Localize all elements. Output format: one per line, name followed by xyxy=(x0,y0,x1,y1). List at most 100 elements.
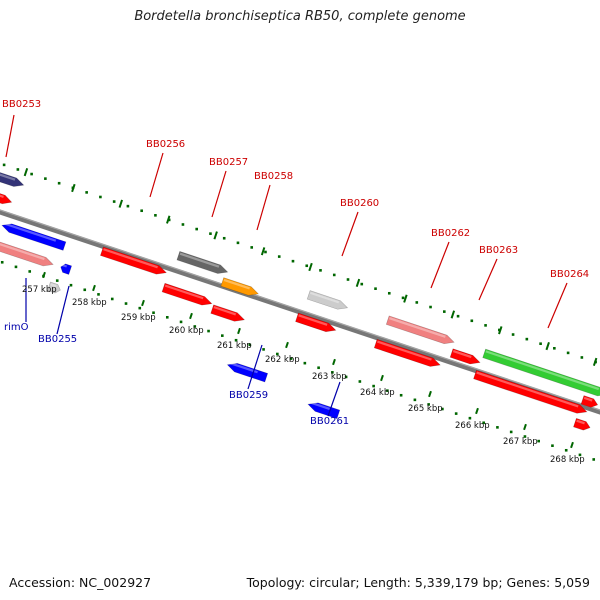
outer-guide-dot xyxy=(429,305,432,309)
inner-guide-dot xyxy=(28,270,32,273)
outer-tick xyxy=(23,168,29,177)
gene-shape xyxy=(47,281,61,294)
inner-guide-dot xyxy=(0,260,4,264)
leader-line xyxy=(211,170,227,218)
outer-tick xyxy=(213,231,218,240)
accession-text: Accession: NC_002927 xyxy=(9,575,152,590)
outer-guide-dot xyxy=(167,218,171,222)
inner-guide-dot xyxy=(496,426,499,429)
outer-guide-dot xyxy=(346,278,350,281)
inner-guide-dot xyxy=(124,302,128,305)
leader-line xyxy=(5,114,15,158)
inner-guide-dot xyxy=(165,316,169,319)
gene-gloss xyxy=(164,284,204,300)
outer-guide-dot xyxy=(456,314,460,318)
inner-guide-dot xyxy=(276,352,279,356)
inner-guide-dot xyxy=(564,448,568,452)
gene-feature xyxy=(226,361,269,383)
outer-guide-dot xyxy=(291,259,295,263)
inner-guide-dot xyxy=(317,366,320,370)
inner-guide-dot xyxy=(537,439,540,443)
gene-label: BB0264 xyxy=(550,269,589,280)
gene-shape xyxy=(60,263,73,275)
kbp-label: 263 kbp xyxy=(312,372,347,382)
gene-label: BB0261 xyxy=(310,416,349,427)
gene-shape xyxy=(385,315,455,345)
outer-tick xyxy=(118,199,124,208)
gene-shape xyxy=(220,277,259,296)
outer-tick xyxy=(450,310,456,319)
gene-feature xyxy=(0,189,13,205)
inner-guide-dot xyxy=(509,430,513,434)
inner-guide-dot xyxy=(592,458,596,461)
inner-guide-dot xyxy=(262,348,265,351)
gene-feature xyxy=(482,348,600,397)
gene-gloss xyxy=(179,252,220,268)
outer-tick xyxy=(166,215,171,224)
gene-label: BB0253 xyxy=(2,99,41,110)
outer-tick xyxy=(260,247,266,256)
kbp-tick xyxy=(523,423,527,431)
outer-guide-dot xyxy=(112,200,116,203)
outer-guide-dot xyxy=(319,269,322,272)
kbp-tick xyxy=(42,271,46,279)
leader-line xyxy=(327,381,341,417)
gene-gloss xyxy=(103,248,158,269)
gene-shape xyxy=(226,363,269,383)
gene-shape xyxy=(210,304,246,322)
gene-gloss xyxy=(485,350,600,391)
gene-shape xyxy=(0,171,25,187)
gene-gloss xyxy=(0,240,45,261)
outer-guide-dot xyxy=(360,282,364,286)
gene-feature xyxy=(295,312,337,332)
inner-guide-dot xyxy=(468,416,472,420)
outer-guide-dot xyxy=(264,250,267,254)
outer-guide-dot xyxy=(126,204,130,208)
leader-line xyxy=(256,184,271,231)
inner-guide-dot xyxy=(399,393,403,397)
inner-guide-dot xyxy=(207,329,210,333)
inner-guide-dot xyxy=(248,343,252,347)
outer-guide-dot xyxy=(85,191,88,194)
kbp-label: 257 kbp xyxy=(22,285,57,295)
gene-gloss xyxy=(452,350,472,359)
inner-guide-dot xyxy=(344,375,348,379)
outer-guide-dot xyxy=(236,241,240,245)
gene-feature xyxy=(47,281,61,294)
outer-guide-dot xyxy=(553,346,556,350)
outer-guide-dot xyxy=(566,351,570,355)
inner-guide-dot xyxy=(55,279,59,282)
outer-tick xyxy=(498,326,503,335)
gene-label: BB0258 xyxy=(254,171,293,182)
gene-feature xyxy=(220,277,259,296)
gene-shape xyxy=(580,395,599,408)
outer-guide-dot xyxy=(209,232,212,235)
gene-feature xyxy=(573,417,591,431)
gene-feature xyxy=(580,395,599,408)
gene-feature xyxy=(373,338,441,367)
inner-guide-dot xyxy=(234,338,238,342)
leader-line xyxy=(478,258,498,301)
gene-label: BB0260 xyxy=(340,198,379,209)
outer-guide-dot xyxy=(511,333,515,336)
leader-line xyxy=(247,344,263,390)
outer-guide-dot xyxy=(222,236,226,240)
kbp-tick xyxy=(92,284,96,292)
gene-label: BB0255 xyxy=(38,334,77,345)
outer-guide-dot xyxy=(44,177,47,180)
inner-guide-dot xyxy=(138,306,142,310)
kbp-label: 258 kbp xyxy=(72,298,107,308)
outer-guide-dot xyxy=(2,163,6,167)
outer-tick xyxy=(592,357,598,367)
kbp-tick xyxy=(380,374,384,382)
outer-guide-dot xyxy=(16,168,20,171)
gene-shape xyxy=(449,348,481,365)
outer-guide-dot xyxy=(250,246,254,249)
gene-gloss xyxy=(298,314,328,326)
gene-feature xyxy=(307,401,341,420)
kbp-tick xyxy=(332,358,336,366)
kbp-label: 268 kbp xyxy=(550,455,585,465)
outer-guide-dot xyxy=(181,223,185,226)
